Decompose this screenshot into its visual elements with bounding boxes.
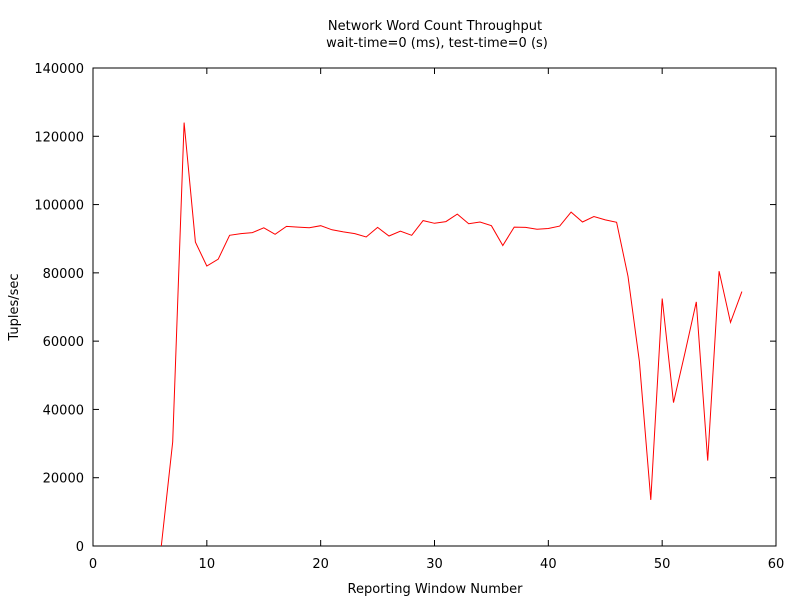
- x-tick-label: 0: [89, 557, 97, 572]
- x-tick-label: 10: [199, 557, 216, 572]
- x-axis-label: Reporting Window Number: [348, 582, 524, 597]
- x-tick-label: 60: [768, 557, 785, 572]
- y-tick-label: 100000: [34, 199, 84, 214]
- y-tick-label: 40000: [43, 403, 84, 418]
- y-axis-label: Tuples/sec: [7, 273, 22, 341]
- chart-title: Network Word Count Throughput: [328, 19, 542, 34]
- y-tick-label: 120000: [34, 130, 84, 145]
- x-tick-label: 20: [312, 557, 329, 572]
- chart-subtitle: wait-time=0 (ms), test-time=0 (s): [326, 36, 548, 51]
- series-line: [160, 122, 743, 547]
- x-tick-label: 30: [426, 557, 443, 572]
- series-layer: [160, 122, 743, 547]
- y-tick-label: 60000: [43, 335, 84, 350]
- y-tick-label: 140000: [34, 62, 84, 77]
- axis-ticks: 0 10 20 30 40 50 60 0 20000 40000 60000 80000 100000…: [34, 62, 784, 572]
- y-tick-label: 20000: [43, 472, 84, 487]
- x-tick-label: 40: [540, 557, 557, 572]
- plot-frame: [92, 67, 777, 547]
- y-tick-label: 0: [76, 540, 84, 555]
- x-tick-label: 50: [654, 557, 671, 572]
- y-tick-label: 80000: [43, 267, 84, 282]
